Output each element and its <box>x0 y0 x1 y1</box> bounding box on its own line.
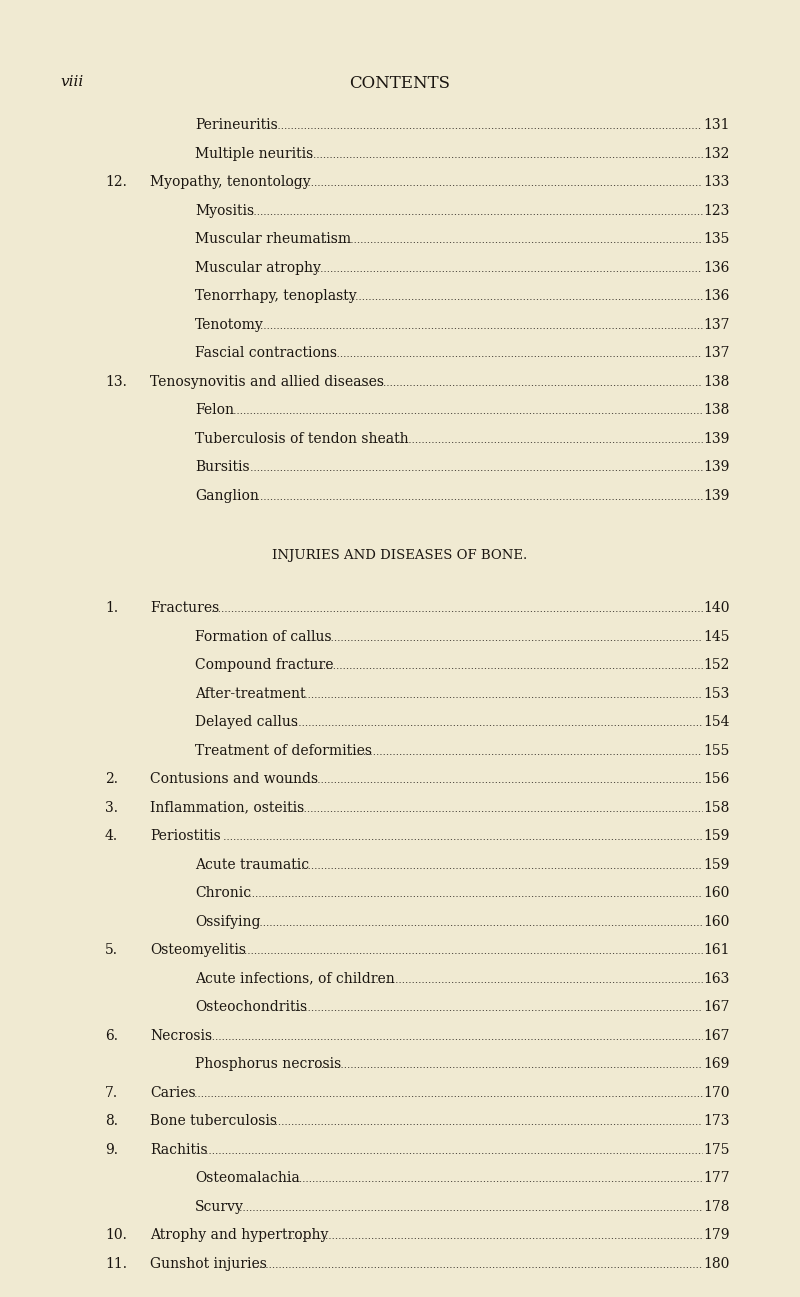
Text: Felon: Felon <box>195 403 234 418</box>
Text: Caries: Caries <box>150 1086 196 1100</box>
Text: Bone tuberculosis: Bone tuberculosis <box>150 1114 277 1128</box>
Text: Osteomyelitis: Osteomyelitis <box>150 943 246 957</box>
Text: 169: 169 <box>704 1057 730 1071</box>
Text: 136: 136 <box>704 261 730 275</box>
Text: Scurvy: Scurvy <box>195 1200 244 1214</box>
Text: 145: 145 <box>703 629 730 643</box>
Text: 155: 155 <box>704 743 730 757</box>
Text: 170: 170 <box>703 1086 730 1100</box>
Text: 2.: 2. <box>105 772 118 786</box>
Text: 13.: 13. <box>105 375 127 389</box>
Text: 1.: 1. <box>105 601 118 615</box>
Text: 5.: 5. <box>105 943 118 957</box>
Text: 140: 140 <box>703 601 730 615</box>
Text: 12.: 12. <box>105 175 127 189</box>
Text: 138: 138 <box>704 403 730 418</box>
Text: 135: 135 <box>704 232 730 246</box>
Text: Tuberculosis of tendon sheath: Tuberculosis of tendon sheath <box>195 432 409 445</box>
Text: 160: 160 <box>704 886 730 900</box>
Text: Compound fracture: Compound fracture <box>195 658 334 672</box>
Text: Acute traumatic: Acute traumatic <box>195 857 309 872</box>
Text: 131: 131 <box>703 118 730 132</box>
Text: Fractures: Fractures <box>150 601 219 615</box>
Text: 137: 137 <box>703 346 730 361</box>
Text: 8.: 8. <box>105 1114 118 1128</box>
Text: 6.: 6. <box>105 1029 118 1043</box>
Text: Multiple neuritis: Multiple neuritis <box>195 147 314 161</box>
Text: 123: 123 <box>704 204 730 218</box>
Text: After-treatment: After-treatment <box>195 686 306 700</box>
Text: 156: 156 <box>704 772 730 786</box>
Text: 9.: 9. <box>105 1143 118 1157</box>
Text: Myopathy, tenontology: Myopathy, tenontology <box>150 175 310 189</box>
Text: Treatment of deformities: Treatment of deformities <box>195 743 372 757</box>
Text: 136: 136 <box>704 289 730 303</box>
Text: 173: 173 <box>703 1114 730 1128</box>
Text: Bursitis: Bursitis <box>195 460 250 473</box>
Text: Atrophy and hypertrophy: Atrophy and hypertrophy <box>150 1228 328 1243</box>
Text: 7.: 7. <box>105 1086 118 1100</box>
Text: 159: 159 <box>704 857 730 872</box>
Text: Myositis: Myositis <box>195 204 254 218</box>
Text: 132: 132 <box>704 147 730 161</box>
Text: CONTENTS: CONTENTS <box>350 75 450 92</box>
Text: 179: 179 <box>703 1228 730 1243</box>
Text: 152: 152 <box>704 658 730 672</box>
Text: 139: 139 <box>704 489 730 502</box>
Text: Necrosis: Necrosis <box>150 1029 212 1043</box>
Text: 175: 175 <box>703 1143 730 1157</box>
Text: Osteochondritis: Osteochondritis <box>195 1000 307 1014</box>
Text: 153: 153 <box>704 686 730 700</box>
Text: Gunshot injuries: Gunshot injuries <box>150 1257 267 1271</box>
Text: Periostitis: Periostitis <box>150 829 221 843</box>
Text: 139: 139 <box>704 432 730 445</box>
Text: Inflammation, osteitis: Inflammation, osteitis <box>150 800 304 815</box>
Text: Phosphorus necrosis: Phosphorus necrosis <box>195 1057 342 1071</box>
Text: 3.: 3. <box>105 800 118 815</box>
Text: Muscular atrophy: Muscular atrophy <box>195 261 321 275</box>
Text: 158: 158 <box>704 800 730 815</box>
Text: Osteomalachia: Osteomalachia <box>195 1171 300 1185</box>
Text: viii: viii <box>60 75 83 89</box>
Text: 139: 139 <box>704 460 730 473</box>
Text: Chronic: Chronic <box>195 886 251 900</box>
Text: 167: 167 <box>703 1000 730 1014</box>
Text: Delayed callus: Delayed callus <box>195 715 298 729</box>
Text: 137: 137 <box>703 318 730 332</box>
Text: 133: 133 <box>704 175 730 189</box>
Text: 161: 161 <box>703 943 730 957</box>
Text: Fascial contractions: Fascial contractions <box>195 346 337 361</box>
Text: Formation of callus: Formation of callus <box>195 629 332 643</box>
Text: 178: 178 <box>703 1200 730 1214</box>
Text: INJURIES AND DISEASES OF BONE.: INJURIES AND DISEASES OF BONE. <box>272 549 528 562</box>
Text: 159: 159 <box>704 829 730 843</box>
Text: 138: 138 <box>704 375 730 389</box>
Text: 163: 163 <box>704 971 730 986</box>
Text: Ossifying: Ossifying <box>195 914 261 929</box>
Text: 11.: 11. <box>105 1257 127 1271</box>
Text: 10.: 10. <box>105 1228 127 1243</box>
Text: Acute infections, of children: Acute infections, of children <box>195 971 394 986</box>
Text: Tenosynovitis and allied diseases: Tenosynovitis and allied diseases <box>150 375 384 389</box>
Text: Tenorrhapy, tenoplasty: Tenorrhapy, tenoplasty <box>195 289 357 303</box>
Text: Rachitis: Rachitis <box>150 1143 208 1157</box>
Text: Muscular rheumatism: Muscular rheumatism <box>195 232 351 246</box>
Text: 154: 154 <box>703 715 730 729</box>
Text: Tenotomy: Tenotomy <box>195 318 264 332</box>
Text: Perineuritis: Perineuritis <box>195 118 278 132</box>
Text: 4.: 4. <box>105 829 118 843</box>
Text: 177: 177 <box>703 1171 730 1185</box>
Text: 160: 160 <box>704 914 730 929</box>
Text: 167: 167 <box>703 1029 730 1043</box>
Text: Contusions and wounds: Contusions and wounds <box>150 772 318 786</box>
Text: 180: 180 <box>704 1257 730 1271</box>
Text: Ganglion: Ganglion <box>195 489 259 502</box>
